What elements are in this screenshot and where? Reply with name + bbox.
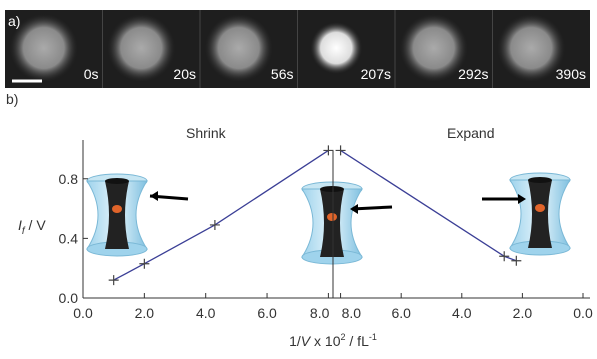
x-tick-label: 8.0 [342,305,362,321]
frame-label: 390s [556,66,586,82]
x-label-part: 1/ [289,333,301,349]
frame-label: 56s [271,66,294,82]
data-marker [210,220,220,230]
x-tick-label: 4.0 [452,305,472,321]
hourglass-illustration [302,182,362,264]
frame-label: 20s [173,66,196,82]
frame-label: 207s [361,66,391,82]
figure: a) b) Shrink Expand If / V 1/V x 102 / f… [0,0,597,354]
data-line [341,150,517,260]
x-label-sup: -1 [369,332,377,342]
x-tick-label: 4.0 [196,305,216,321]
x-axis-label: 1/V x 102 / fL-1 [289,332,377,349]
annotation: Shrink [186,125,227,141]
x-tick-label: 0.0 [73,305,93,321]
x-tick-label: 2.0 [513,305,533,321]
data-marker [336,145,346,155]
frame-label: 0s [84,66,99,82]
panel-label: a) [8,13,20,29]
x-tick-label: 0.0 [573,305,593,321]
fluorescent-spot [205,14,273,82]
y-tick-label: 0.0 [59,290,79,306]
hourglass-illustration [87,174,147,256]
frame-label: 292s [458,66,488,82]
x-tick-label: 6.0 [391,305,411,321]
data-marker [499,251,509,261]
arrow-head [150,191,158,201]
x-label-part: / fL [346,333,370,349]
y-tick-label: 0.4 [59,230,79,246]
data-marker [109,275,119,285]
data-line [114,150,329,280]
data-marker [511,256,521,266]
annotation: Expand [447,125,494,141]
x-tick-label: 8.0 [310,305,330,321]
data-marker [139,259,149,269]
x-label-part: x 10 [310,333,341,349]
fluorescent-spot [310,22,362,74]
x-tick-label: 6.0 [257,305,277,321]
y-label-rest: / V [25,217,47,233]
y-axis-label: If / V [18,217,46,237]
x-tick-label: 2.0 [135,305,155,321]
panel-label: b) [6,91,18,107]
fluorescent-spot [107,14,175,82]
hourglass-illustration [510,173,570,255]
data-marker [323,145,333,155]
y-tick-label: 0.8 [59,171,79,187]
